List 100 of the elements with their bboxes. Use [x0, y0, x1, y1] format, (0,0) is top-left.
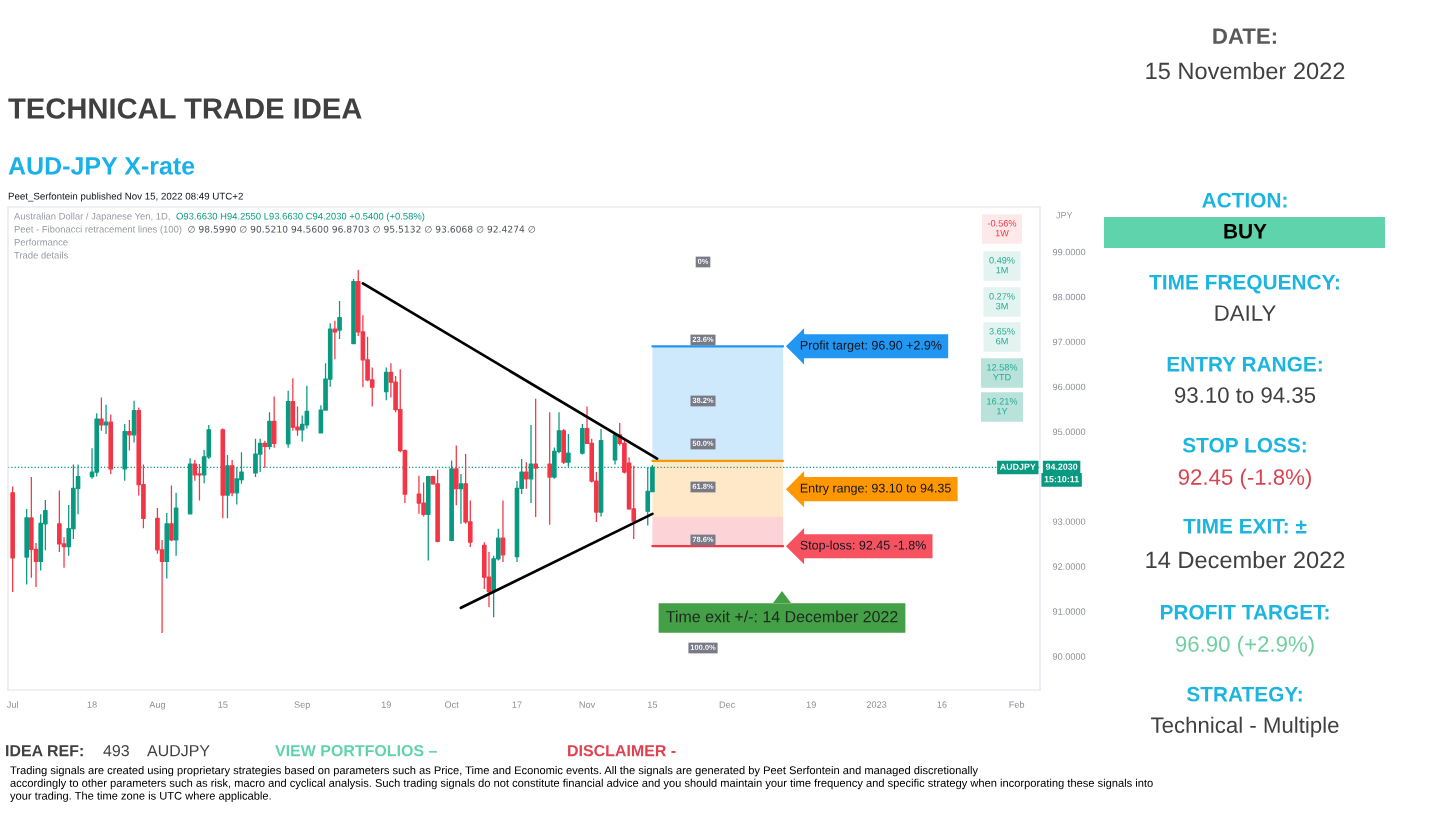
- annotation: AUDJPY: [999, 463, 1036, 470]
- annotation: Stop-loss: 92.45 -1.8%: [800, 540, 926, 553]
- text: ACTION:: [1202, 192, 1287, 208]
- ref-line-label: 94.2030: [1045, 463, 1078, 470]
- text: AUDJPY: [147, 745, 210, 757]
- candlestick: [225, 454, 230, 519]
- chart-subtitle: AUD-JPY X-rate: [8, 157, 195, 175]
- candlestick: [337, 300, 342, 340]
- chart-title: TECHNICAL TRADE IDEA: [8, 98, 362, 119]
- annotation: 0.49% 1M: [989, 257, 1015, 274]
- candlestick: [453, 444, 459, 506]
- text: VIEW PORTFOLIOS –: [275, 744, 437, 757]
- x-tick-label: 2023: [866, 701, 887, 708]
- annotation: -0.56% 1W: [987, 220, 1017, 237]
- y-tick-label: 91.0000: [1052, 608, 1086, 615]
- x-tick-label: Feb: [1009, 701, 1025, 708]
- candlestick: [10, 485, 15, 593]
- text: STOP LOSS:: [1182, 437, 1306, 453]
- x-tick-label: Sep: [294, 701, 310, 710]
- candlestick: [131, 400, 137, 444]
- annotation: Trade details: [14, 251, 68, 259]
- x-tick-label: 17: [512, 701, 522, 708]
- annotation: Australian Dollar / Japanese Yen, 1D,: [14, 212, 170, 222]
- text: JPY: [1056, 212, 1073, 219]
- annotation: 3.65% 6M: [989, 328, 1015, 345]
- annotation: Time exit +/-: 14 December 2022: [666, 610, 898, 623]
- annotation: 0.27% 3M: [989, 293, 1015, 310]
- x-tick-label: Nov: [579, 701, 596, 708]
- x-tick-label: 19: [381, 701, 391, 708]
- x-tick-label: Aug: [149, 701, 165, 710]
- annotation: O93.6630 H94.2550 L93.6630 C94.2030 +0.5400 (+0.58%): [176, 212, 425, 222]
- text: Peet_Serfontein published Nov 15, 2022 08:49 UTC+2: [8, 192, 243, 202]
- text: IDEA REF:: [6, 745, 83, 757]
- x-tick-label: 15: [218, 701, 228, 708]
- text: 15:10:11: [1044, 476, 1079, 483]
- y-tick-label: 98.0000: [1052, 293, 1086, 301]
- x-tick-label: 16: [937, 701, 947, 708]
- x-tick-label: 15: [648, 701, 658, 708]
- candlestick: [103, 404, 109, 435]
- text: 14 December 2022: [1146, 550, 1345, 569]
- candlestick: [220, 427, 226, 519]
- text: PROFIT TARGET:: [1160, 604, 1329, 620]
- y-tick-label: 93.0000: [1052, 518, 1086, 525]
- y-tick-label: 96.0000: [1052, 383, 1086, 391]
- annotation: Performance: [14, 238, 68, 246]
- annotation: 12.58% YTD: [987, 364, 1018, 381]
- candlestick: [108, 413, 114, 475]
- candlestick: [169, 484, 174, 542]
- candlestick: [533, 398, 538, 518]
- candlestick: [127, 419, 132, 452]
- text: DAILY: [1215, 305, 1276, 321]
- x-tick-label: 19: [806, 701, 816, 708]
- text: TIME EXIT: ±: [1183, 519, 1307, 534]
- candlestick: [547, 411, 552, 526]
- candlestick: [99, 396, 104, 432]
- candlestick: [435, 469, 440, 543]
- candlestick: [458, 473, 464, 525]
- candlestick: [580, 423, 585, 456]
- x-tick-label: Oct: [444, 701, 459, 708]
- text: TIME FREQUENCY:: [1149, 274, 1339, 294]
- annotation: Entry range: 93.10 to 94.35: [800, 483, 951, 495]
- candlestick: [383, 366, 389, 401]
- candlestick: [416, 475, 422, 515]
- candlestick: [500, 499, 506, 563]
- candlestick: [285, 390, 291, 449]
- candlestick: [164, 512, 170, 580]
- text: DISCLAIMER -: [568, 744, 676, 757]
- y-tick-label: 92.0000: [1052, 563, 1086, 570]
- candlestick: [351, 278, 356, 345]
- x-tick-label: Jul: [6, 701, 18, 708]
- candlestick: [24, 508, 29, 586]
- candlestick: [271, 395, 277, 449]
- text: Technical - Multiple: [1151, 716, 1339, 738]
- text: STRATEGY:: [1186, 686, 1302, 702]
- text: ENTRY RANGE:: [1167, 356, 1322, 372]
- y-tick-label: 97.0000: [1052, 338, 1086, 346]
- text: Trading signals are created using proprietary strategies based on parameters such as Price, Time and Economic events. All the signals are generated by Peet Serfontein and managed discretionally accordingly to other parameters such as risk, macro and cyclical analysis. Such trading signals do not constitute financial advice and you should maintain your time frequency and specific strategy when incorporating these signals into your trading. The time zone is UTC where applicable.: [10, 766, 1153, 802]
- annotation: ∅ 98.5990 ∅ 90.5210 94.5600 96.8703 ∅ 95.5132 ∅ 93.6068 ∅ 92.4274 ∅: [188, 225, 536, 233]
- candlestick: [524, 461, 529, 490]
- text: DATE:: [1213, 28, 1276, 44]
- candlestick: [425, 475, 431, 562]
- text: BUY: [1224, 224, 1267, 239]
- x-tick-label: Dec: [719, 701, 736, 708]
- annotation: 16.21% 1Y: [987, 398, 1018, 415]
- text: 493: [103, 744, 129, 757]
- text: 96.90 (+2.9%): [1175, 635, 1314, 657]
- y-tick-label: 90.0000: [1052, 653, 1086, 660]
- x-tick-label: 18: [87, 701, 97, 708]
- candlestick: [290, 377, 296, 432]
- candlestick: [561, 428, 566, 465]
- candlestick: [262, 440, 268, 469]
- candlestick: [332, 320, 338, 360]
- candlestick: [229, 459, 235, 497]
- y-tick-label: 95.0000: [1052, 428, 1086, 436]
- candlestick: [173, 492, 179, 557]
- annotation: Peet - Fibonacci retracement lines (100): [14, 225, 182, 235]
- annotation: Profit target: 96.90 +2.9%: [800, 340, 942, 353]
- text: 93.10 to 94.35: [1175, 387, 1316, 403]
- y-tick-label: 99.0000: [1052, 248, 1086, 256]
- candlestick: [267, 411, 272, 451]
